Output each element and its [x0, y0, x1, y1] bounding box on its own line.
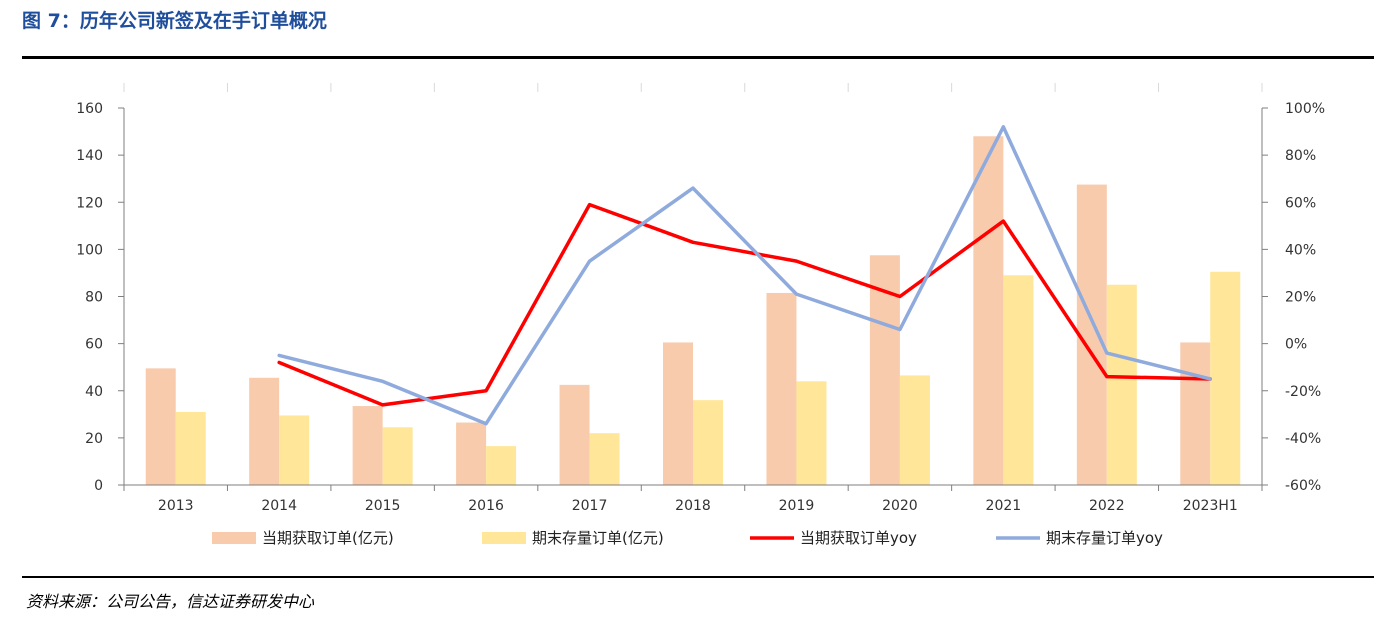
bar-backlog-orders: [1106, 284, 1137, 485]
x-tick-label: 2015: [365, 498, 401, 514]
bar-backlog-orders: [382, 427, 413, 485]
right-tick-label: -60%: [1285, 478, 1321, 494]
left-tick-label: 80: [85, 290, 103, 306]
bar-backlog-orders: [899, 375, 930, 485]
bars-new-orders: [145, 136, 1211, 485]
left-tick-label: 140: [76, 148, 103, 164]
bars-backlog-orders: [175, 271, 1241, 485]
yoy-lines: [277, 125, 1213, 426]
top-rule: [22, 56, 1374, 59]
bar-backlog-orders: [796, 381, 827, 485]
legend-swatch: [482, 532, 526, 544]
right-tick-label: -20%: [1285, 384, 1321, 400]
bar-backlog-orders: [1210, 271, 1241, 485]
x-tick-label: 2021: [986, 498, 1022, 514]
left-tick-label: 40: [85, 384, 103, 400]
left-tick-label: 60: [85, 337, 103, 353]
bar-new-orders: [352, 406, 383, 485]
bar-new-orders: [766, 292, 797, 485]
right-axis: -60% -40% -20% 0% 20% 40% 60% 80% 100%: [1261, 101, 1325, 494]
bar-backlog-orders: [279, 415, 310, 485]
bar-new-orders: [663, 342, 693, 485]
legend-label: 当期获取订单yoy: [800, 529, 917, 547]
x-tick-label: 2017: [572, 498, 608, 514]
bar-new-orders: [1076, 184, 1107, 485]
bar-new-orders: [559, 384, 590, 485]
right-tick-label: 20%: [1285, 290, 1316, 306]
bar-backlog-orders: [693, 400, 723, 485]
source-note: 资料来源：公司公告，信达证券研发中心: [26, 592, 315, 611]
x-tick-label: 2020: [882, 498, 918, 514]
line-backlog-orders-yoy: [277, 125, 1213, 426]
left-tick-label: 120: [76, 195, 103, 211]
bar-new-orders: [456, 422, 487, 485]
bar-backlog-orders: [486, 446, 517, 485]
x-tick-label: 2022: [1089, 498, 1125, 514]
x-tick-label: 2023H1: [1183, 498, 1238, 514]
right-tick-label: 100%: [1285, 101, 1325, 117]
left-axis: 0 20 40 60 80 100 120 140 160: [76, 101, 125, 494]
x-tick-label: 2014: [261, 498, 297, 514]
x-tick-label: 2018: [675, 498, 711, 514]
bar-backlog-orders: [1003, 275, 1034, 485]
left-tick-label: 20: [85, 431, 103, 447]
x-tick-label: 2016: [468, 498, 504, 514]
legend: 当期获取订单(亿元) 期末存量订单(亿元) 当期获取订单yoy 期末存量订单yoy: [212, 529, 1163, 547]
plot-decor: [123, 83, 1263, 92]
bar-new-orders: [145, 368, 176, 485]
right-tick-label: -40%: [1285, 431, 1321, 447]
combo-chart: 0 20 40 60 80 100 120 140 160 -60% -40% -20% 0% 20% 4…: [76, 83, 1325, 547]
bar-new-orders: [249, 377, 280, 485]
x-tick-label: 2013: [158, 498, 194, 514]
figure-title: 图 7：历年公司新签及在手订单概况: [22, 10, 327, 32]
legend-label: 期末存量订单yoy: [1046, 529, 1163, 547]
line-new-orders-yoy: [277, 202, 1213, 407]
bar-backlog-orders: [589, 433, 620, 485]
x-axis: 2013 2014 2015 2016 2017 2018 2019 2020 2021 2022…: [123, 484, 1263, 514]
right-tick-label: 40%: [1285, 242, 1316, 258]
x-tick-label: 2019: [779, 498, 815, 514]
bottom-rule: [22, 576, 1374, 578]
legend-label: 当期获取订单(亿元): [262, 529, 394, 547]
bar-new-orders: [1180, 342, 1211, 485]
left-tick-label: 0: [94, 478, 103, 494]
right-tick-label: 80%: [1285, 148, 1316, 164]
bar-new-orders: [973, 136, 1004, 485]
left-tick-label: 100: [76, 242, 103, 258]
right-tick-label: 0%: [1285, 337, 1307, 353]
legend-swatch: [212, 532, 256, 544]
right-tick-label: 60%: [1285, 195, 1316, 211]
bar-backlog-orders: [175, 411, 206, 485]
legend-label: 期末存量订单(亿元): [532, 529, 664, 547]
left-tick-label: 160: [76, 101, 103, 117]
